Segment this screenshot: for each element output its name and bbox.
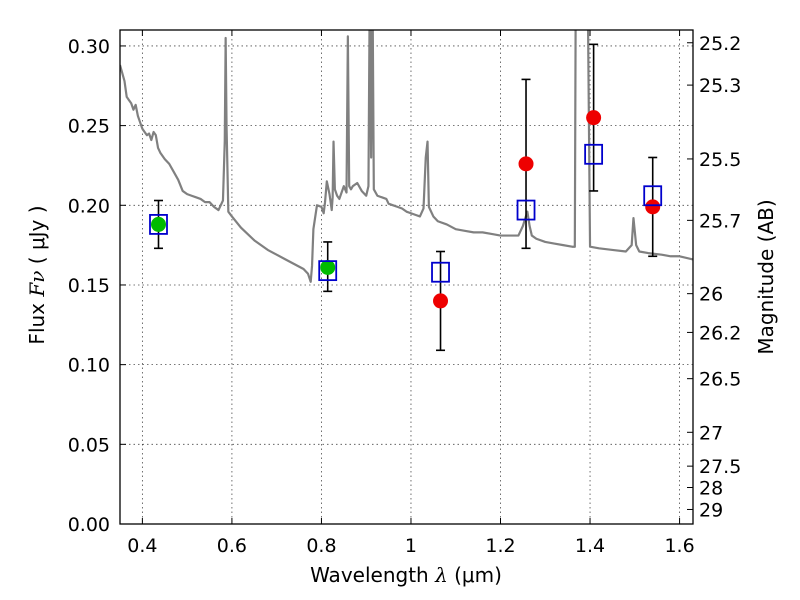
detection-point [320,259,336,275]
x-tick-label: 1.4 [575,535,605,557]
y-tick-label: 0.15 [68,275,110,297]
detection-points [150,110,661,309]
x-tick-label: 0.8 [306,535,336,557]
model-point [318,260,338,282]
right-tick-label: 27.5 [699,456,741,478]
y-tick-label: 0.30 [68,36,110,58]
model-point [516,199,536,221]
x-tick-label: 1.2 [485,535,515,557]
right-tick-label: 25.5 [699,149,741,171]
x-tick-label: 0.4 [127,535,157,557]
model-point [584,143,604,165]
plot-frame [119,29,694,525]
y-tick-label: 0.10 [68,355,110,377]
right-tick-label: 29 [699,499,723,521]
template-spectrum-line [120,30,693,283]
right-tick-label: 25.7 [699,210,741,232]
x-tick-label: 1.6 [664,535,694,557]
axis-ticks [120,30,693,525]
detection-point [518,156,534,172]
model-points [149,143,663,283]
y-tick-label: 0.25 [68,116,110,138]
x-tick-label: 1 [405,535,417,557]
y-tick-label: 0.20 [68,195,110,217]
right-axis-label: Magnitude (AB) [754,199,778,354]
model-point [643,185,663,207]
y-tick-label: 0.00 [68,514,110,536]
error-bars [153,43,658,352]
y-tick-label: 0.05 [68,434,110,456]
right-tick-label: 28 [699,477,723,499]
right-tick-label: 26 [699,284,723,306]
tick-labels: 0.4 0.6 0.8 1 1.2 1.4 1.6 0.00 0.05 0.10 0.15 0.20 0… [68,33,742,557]
y-axis-label: Flux Fν ( μJy ) [25,205,49,344]
right-tick-label: 25.3 [699,75,741,97]
right-tick-label: 25.2 [699,33,741,55]
detection-point [150,216,166,232]
detection-point [433,293,449,309]
model-point [149,214,168,235]
x-axis-label: Wavelength λ (μm) [310,563,502,587]
model-point [431,261,450,283]
detection-point [586,110,602,126]
right-tick-label: 26.2 [699,322,741,344]
plot-area [120,30,693,283]
grid-lines [120,30,693,525]
x-tick-label: 0.6 [217,535,247,557]
detection-point [645,199,661,215]
right-tick-label: 27 [699,422,723,444]
right-tick-label: 26.5 [699,369,741,391]
